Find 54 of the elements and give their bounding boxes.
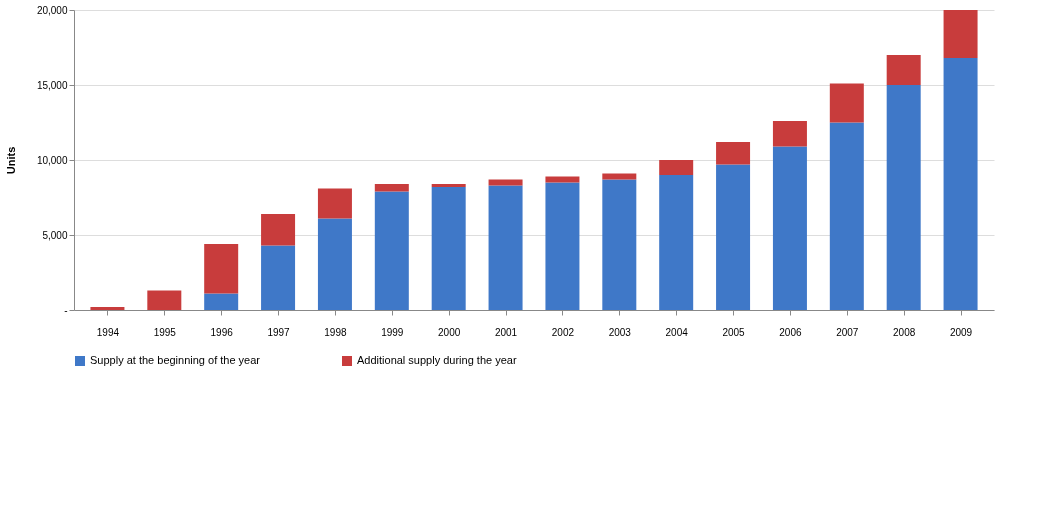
bar [602, 173, 637, 180]
y-axis-title: Units [4, 146, 17, 175]
bar [659, 175, 694, 310]
bar [488, 179, 523, 186]
bar [374, 191, 409, 310]
x-tick-label: 2000 [438, 326, 461, 338]
x-tick-label: 1995 [153, 326, 177, 338]
bar [261, 214, 296, 246]
bar [716, 142, 751, 165]
x-tick-label: 2006 [779, 326, 802, 338]
bar [545, 176, 580, 183]
y-tick-label: 15,000 [36, 79, 68, 91]
x-tick-label: 2009 [949, 326, 973, 338]
bar [943, 10, 978, 58]
x-tick-label: 2004 [665, 326, 689, 338]
bar [374, 184, 409, 192]
x-tick-label: 1998 [324, 326, 347, 338]
x-tick-label: 2001 [494, 326, 518, 338]
bar [204, 244, 239, 294]
bar [545, 182, 580, 310]
bar [317, 218, 352, 310]
bar [602, 179, 637, 310]
bar [772, 146, 807, 310]
x-tick-label: 1996 [210, 326, 234, 338]
legend-label: Supply at the beginning of the year [90, 354, 261, 366]
x-tick-label: 1999 [381, 326, 404, 338]
bar [431, 187, 466, 310]
x-tick-label: 2003 [608, 326, 632, 338]
x-tick-label: 2005 [722, 326, 746, 338]
x-tick-label: 2002 [551, 326, 575, 338]
bar [90, 307, 125, 310]
bar [886, 85, 921, 310]
bar [829, 122, 864, 310]
bar [659, 160, 694, 175]
legend-label: Additional supply during the year [357, 354, 517, 366]
bar [886, 55, 921, 85]
x-tick-label: 2007 [836, 326, 859, 338]
y-tick-label: 20,000 [36, 4, 68, 16]
y-tick-label: - [64, 304, 68, 316]
bar [317, 188, 352, 219]
bar [829, 83, 864, 123]
bar [147, 290, 182, 310]
y-tick-label: 10,000 [36, 154, 68, 166]
bar [772, 121, 807, 147]
y-tick-label: 5,000 [42, 229, 68, 241]
x-tick-label: 2008 [893, 326, 916, 338]
bar [943, 58, 978, 310]
bar [204, 293, 239, 310]
bar [261, 245, 296, 310]
bar [716, 164, 751, 310]
x-tick-label: 1997 [267, 326, 291, 338]
x-tick-label: 1994 [96, 326, 120, 338]
bar [488, 185, 523, 310]
bar [431, 184, 466, 187]
